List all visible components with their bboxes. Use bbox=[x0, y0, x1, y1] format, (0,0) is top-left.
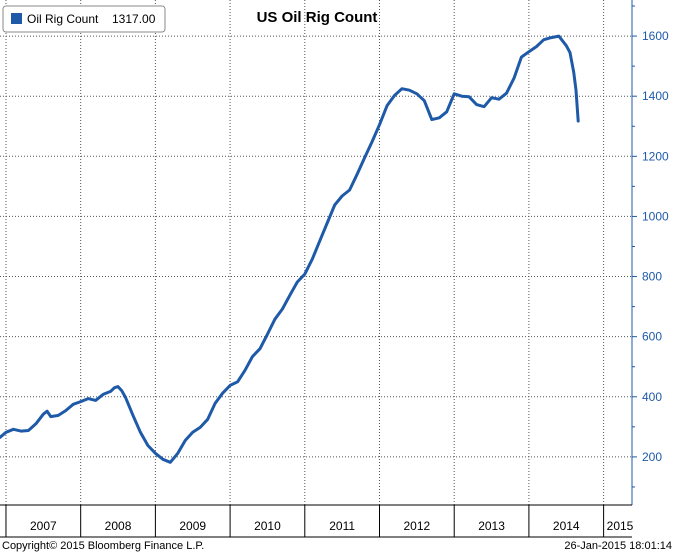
legend[interactable]: Oil Rig Count 1317.00 bbox=[2, 5, 166, 33]
x-ticks: 2007 2008 2009 2010 2011 2012 2013 2014 2015 bbox=[5, 505, 634, 537]
legend-swatch bbox=[11, 13, 22, 24]
footer-copyright: Copyright© 2015 Bloomberg Finance L.P. bbox=[2, 540, 204, 552]
x-tick-label: 2009 bbox=[179, 519, 206, 533]
x-tick-label: 2011 bbox=[329, 519, 355, 533]
x-tick-label: 2010 bbox=[254, 519, 281, 533]
x-tick-label: 2015 bbox=[607, 519, 634, 533]
x-tick-label: 2007 bbox=[30, 519, 57, 533]
x-tick-label: 2013 bbox=[478, 519, 505, 533]
y-tick-label: 1200 bbox=[642, 149, 669, 163]
footer-timestamp: 26-Jan-2015 18:01:14 bbox=[564, 540, 672, 552]
legend-value: 1317.00 bbox=[112, 12, 156, 26]
y-tick-label: 1400 bbox=[642, 89, 669, 103]
legend-label: Oil Rig Count bbox=[27, 12, 99, 26]
y-tick-label: 1000 bbox=[642, 209, 669, 223]
chart-title: US Oil Rig Count bbox=[257, 9, 378, 26]
series-line-oil-rig-count bbox=[0, 34, 580, 464]
legend-box bbox=[2, 5, 166, 33]
y-tick-label: 800 bbox=[642, 270, 662, 284]
gridlines bbox=[0, 0, 632, 505]
y-tick-label: 200 bbox=[642, 450, 662, 464]
y-tick-label: 1600 bbox=[642, 29, 669, 43]
x-tick-label: 2014 bbox=[553, 519, 580, 533]
x-tick-label: 2008 bbox=[105, 519, 132, 533]
x-tick-label: 2012 bbox=[403, 519, 430, 533]
y-tick-label: 400 bbox=[642, 390, 662, 404]
y-ticks: 200 400 600 800 1000 1200 1400 1600 bbox=[632, 5, 669, 488]
y-tick-label: 600 bbox=[642, 330, 662, 344]
